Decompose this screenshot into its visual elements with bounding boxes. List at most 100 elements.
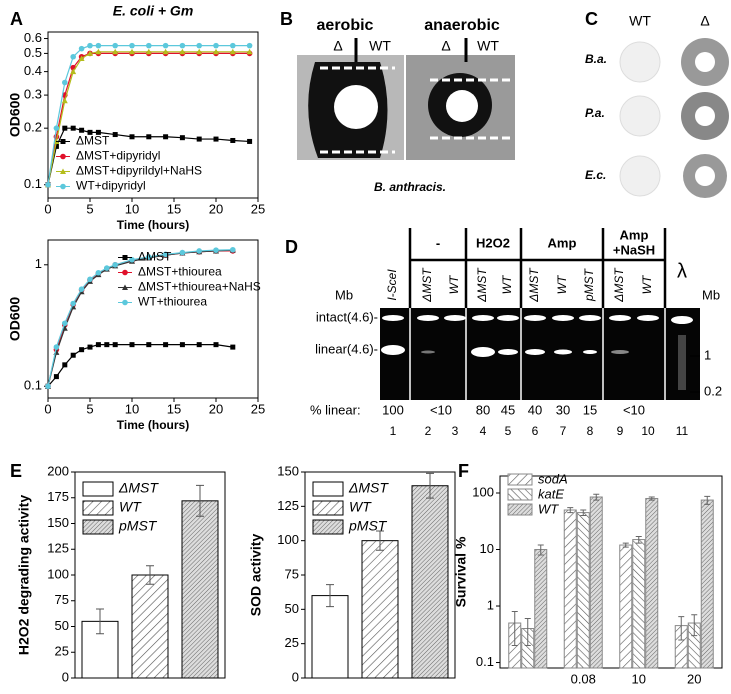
disk (446, 90, 478, 122)
marker (196, 48, 203, 55)
y-tick-label: 0.1 (24, 176, 42, 191)
y-tick-label: 100 (47, 566, 69, 581)
lane-label: λ (677, 260, 687, 282)
band (671, 316, 693, 324)
marker (61, 325, 68, 331)
marker (213, 136, 219, 142)
marker (230, 42, 236, 49)
strain-label: WT (477, 38, 499, 54)
marker (62, 320, 68, 327)
marker (122, 284, 128, 290)
marker (78, 55, 85, 61)
percent-value: 15 (583, 402, 597, 417)
bar (131, 574, 169, 679)
marker (53, 125, 60, 131)
marker (122, 299, 128, 306)
error-bar (704, 495, 711, 505)
marker (62, 79, 68, 86)
error-bar (376, 530, 384, 551)
series-line (47, 52, 250, 185)
marker (246, 48, 253, 55)
marker (179, 342, 185, 348)
ladder-label: 1 (704, 347, 711, 362)
band (421, 350, 435, 354)
percent-value: 30 (556, 402, 570, 417)
series-line (47, 127, 250, 185)
x-tick-label: 25 (251, 401, 265, 416)
y-tick-label: 25 (285, 635, 299, 650)
band (552, 315, 574, 321)
marker (62, 125, 68, 131)
bar (181, 500, 219, 679)
legend-label: katE (538, 486, 564, 501)
chart-title: E. coli + Gm (113, 3, 194, 19)
y-tick-label: 150 (47, 515, 69, 530)
y-tick-label: 0.1 (476, 654, 494, 669)
legend-label: ΔMST (76, 134, 110, 148)
x-tick-label: 10 (125, 401, 139, 416)
legend-swatch (312, 481, 344, 497)
plate-wt (619, 95, 661, 137)
bar (311, 595, 349, 679)
caption: B. anthracis. (374, 180, 446, 194)
y-axis-label: SOD activity (248, 534, 264, 617)
legend-label: ΔMST (138, 250, 172, 264)
marker (78, 45, 85, 52)
marker (213, 247, 219, 253)
marker (213, 42, 219, 49)
y-tick-label: 0.3 (24, 87, 42, 102)
bar (534, 549, 548, 669)
marker (179, 249, 186, 256)
marker (61, 97, 68, 104)
band-label: linear(4.6)- (315, 341, 378, 356)
marker (112, 132, 118, 138)
band (525, 349, 545, 355)
column-label: WT (629, 13, 651, 29)
legend-label: WT+dipyridyl (76, 179, 146, 193)
percent-label: % linear: (310, 402, 361, 417)
marker (53, 374, 59, 380)
y-tick-label: 100 (277, 532, 299, 547)
marker (53, 344, 60, 350)
x-tick-label: 20 (687, 671, 701, 686)
plot-frame (499, 475, 723, 669)
series-line (47, 45, 250, 185)
marker (87, 344, 93, 350)
marker (196, 42, 202, 49)
marker (213, 342, 219, 348)
marker (229, 48, 236, 55)
marker (79, 127, 85, 133)
y-tick-label: 75 (55, 592, 69, 607)
panel-label: D (285, 237, 298, 257)
legend-label: ΔMST+dipyrildyl+NaHS (76, 164, 202, 178)
y-tick-label: 150 (277, 463, 299, 478)
legend-label: pMST (348, 518, 388, 534)
legend-swatch (312, 519, 344, 535)
legend-swatch (507, 473, 533, 486)
marker (196, 342, 202, 348)
panel-label: A (10, 9, 23, 29)
row-label: B.a. (585, 52, 607, 66)
x-tick-label: 20 (209, 401, 223, 416)
marker (60, 153, 66, 160)
bar (700, 499, 714, 669)
error-bar (511, 610, 518, 647)
x-tick-label: 5 (86, 401, 93, 416)
band (381, 345, 405, 355)
marker (79, 347, 85, 353)
marker (129, 48, 135, 55)
marker (70, 68, 77, 75)
marker (163, 134, 169, 140)
strain-label: Δ (441, 38, 450, 54)
marker (146, 134, 152, 140)
marker (95, 269, 102, 276)
legend-label: sodA (538, 471, 568, 486)
y-tick-label: 200 (47, 463, 69, 478)
strain-label: WT (369, 38, 391, 54)
legend-label: ΔMST (348, 480, 389, 496)
band (498, 349, 518, 355)
marker (62, 362, 68, 368)
marker (87, 276, 93, 283)
series-line (47, 344, 233, 387)
group-label: Amp (620, 227, 649, 242)
